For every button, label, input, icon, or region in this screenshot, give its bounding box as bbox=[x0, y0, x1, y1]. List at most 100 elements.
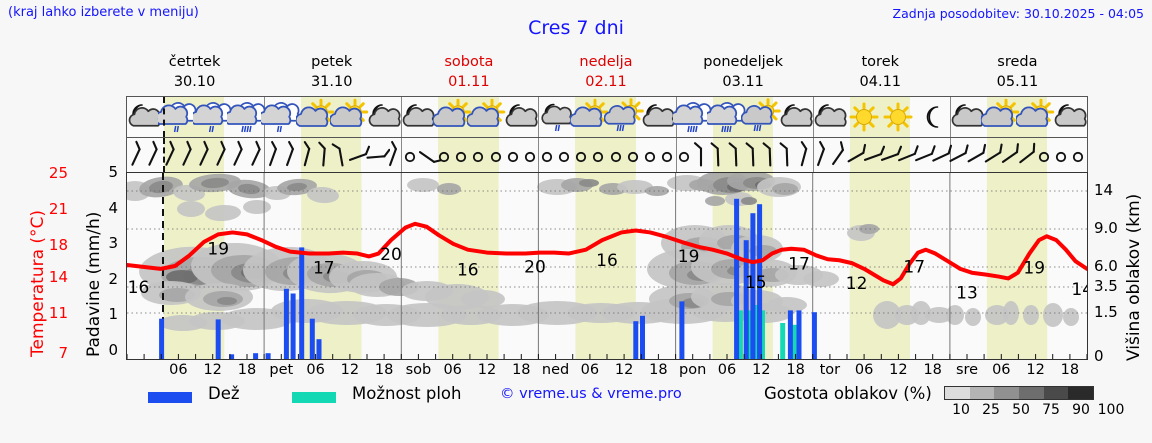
x-axis-tick: 12 bbox=[340, 362, 360, 378]
cloud-density-scale-value: 100 bbox=[1097, 402, 1125, 418]
wind-barb bbox=[756, 140, 784, 170]
x-axis-tick: 06 bbox=[306, 362, 325, 378]
wind-barb bbox=[704, 140, 732, 170]
cloud-tick: 6.0 bbox=[1094, 257, 1118, 275]
temperature-tick: 11 bbox=[48, 304, 68, 322]
page-title: Cres 7 dni bbox=[528, 17, 624, 39]
rain-bar bbox=[811, 312, 817, 359]
x-axis-tick: pon bbox=[679, 362, 707, 378]
wind-barb bbox=[1047, 140, 1075, 170]
day-name: sreda bbox=[997, 54, 1038, 70]
temperature-value-label: 20 bbox=[524, 258, 546, 278]
temperature-value-label: 14 bbox=[1071, 280, 1087, 300]
temperature-line bbox=[127, 221, 1087, 287]
weather-icon-sun-cloud-rain bbox=[740, 98, 782, 137]
temperature-value-label: 12 bbox=[846, 274, 868, 294]
last-updated: Zadnja posodobitev: 30.10.2025 - 04:05 bbox=[892, 6, 1144, 21]
wind-barb bbox=[807, 140, 835, 170]
weather-icon-cloud-rain bbox=[189, 98, 233, 137]
wind-barb bbox=[653, 140, 681, 170]
temperature-value-label: 17 bbox=[788, 255, 810, 275]
wind-barb bbox=[310, 140, 338, 170]
day-separator bbox=[538, 138, 540, 172]
rain-bar bbox=[633, 321, 639, 359]
wind-barb bbox=[824, 140, 852, 170]
rain-bar bbox=[253, 353, 259, 359]
precipitation-bars bbox=[159, 198, 817, 359]
temperature-value-label: 19 bbox=[207, 239, 229, 259]
rain-bar bbox=[316, 339, 322, 359]
wind-barb bbox=[910, 140, 938, 170]
wind-barb bbox=[773, 140, 801, 170]
temperature-value-label: 16 bbox=[457, 261, 479, 281]
cloud-tick: 1.5 bbox=[1094, 303, 1118, 321]
plot-svg: 16 19 17 20 16 20 16 19 15 17 12 17 13 19 14 bbox=[127, 173, 1087, 359]
x-axis-tick: 18 bbox=[512, 362, 531, 378]
x-axis-tick: 06 bbox=[169, 362, 188, 378]
day-name: petek bbox=[311, 54, 353, 70]
x-axis-tick: sob bbox=[405, 362, 432, 378]
day-separator bbox=[675, 138, 677, 172]
cloud-density-scale-value: 25 bbox=[982, 402, 1000, 418]
cloud-legend-label: Gostota oblakov (%) bbox=[764, 384, 932, 403]
weather-icon-sun-cloud bbox=[980, 98, 1021, 137]
weather-icon-moon bbox=[913, 98, 953, 137]
wind-barb bbox=[190, 140, 218, 170]
day-header-1: četrtek 30.10 bbox=[126, 52, 263, 92]
weather-icon-sun bbox=[844, 98, 884, 137]
rain-bar bbox=[299, 247, 305, 359]
weather-icon-moon-cloud bbox=[1050, 98, 1087, 137]
shower-bar bbox=[753, 305, 759, 359]
cloud-tick: 14 bbox=[1094, 181, 1114, 199]
cloud-density-colorbar bbox=[944, 386, 1094, 400]
day-header-7: sreda 05.11 bbox=[949, 52, 1086, 92]
day-separator bbox=[812, 97, 814, 137]
day-header-3: sobota 01.11 bbox=[400, 52, 537, 92]
wind-barb bbox=[790, 140, 818, 170]
x-axis-tick: 18 bbox=[649, 362, 668, 378]
day-separator bbox=[538, 97, 540, 137]
rain-bar bbox=[787, 310, 793, 359]
weather-icon-sun-cloud bbox=[465, 98, 507, 137]
wind-barb bbox=[207, 140, 235, 170]
day-date: 02.11 bbox=[585, 74, 627, 90]
wind-barb bbox=[447, 140, 475, 170]
weather-icon-sun-cloud-rain bbox=[603, 98, 644, 137]
wind-barb-panel bbox=[126, 138, 1088, 172]
temperature-axis-title: Temperatura (°C) bbox=[6, 175, 48, 360]
wind-barb bbox=[430, 140, 458, 170]
x-axis-tick: 12 bbox=[889, 362, 908, 378]
x-axis-tick: 06 bbox=[992, 362, 1011, 378]
x-axis-tick: pet bbox=[269, 362, 294, 378]
day-date: 03.11 bbox=[722, 74, 764, 90]
x-axis-tick: 18 bbox=[237, 362, 257, 378]
temperature-value-label: 16 bbox=[128, 278, 150, 298]
rain-legend-label: Dež bbox=[208, 384, 240, 403]
wind-barb bbox=[127, 140, 150, 170]
weather-icon-moon-cloud bbox=[501, 98, 541, 137]
wind-barb bbox=[344, 140, 372, 170]
precip-tick: 5 bbox=[108, 163, 118, 181]
x-axis-tick: 18 bbox=[786, 362, 805, 378]
wind-barb bbox=[944, 140, 972, 170]
rain-bar bbox=[309, 318, 315, 359]
wind-barb bbox=[242, 140, 270, 170]
x-axis-tick: ned bbox=[541, 362, 570, 378]
temperature-value-label: 16 bbox=[596, 251, 618, 271]
x-axis-tick: 12 bbox=[203, 362, 222, 378]
day-date: 31.10 bbox=[310, 74, 353, 90]
shower-bar bbox=[780, 323, 786, 359]
current-time-marker bbox=[163, 97, 165, 137]
wind-barb bbox=[156, 140, 184, 170]
wind-barb bbox=[567, 140, 595, 170]
copyright-link[interactable]: © vreme.us & vreme.pro bbox=[500, 386, 682, 402]
day-header-6: torek 04.11 bbox=[812, 52, 949, 92]
cloud-density-step bbox=[1043, 387, 1069, 399]
precip-tick: 2 bbox=[108, 269, 118, 288]
wind-barb bbox=[602, 140, 630, 170]
rain-bar bbox=[757, 204, 763, 359]
wind-barb bbox=[670, 140, 698, 170]
daylight-band bbox=[164, 138, 225, 172]
day-name: četrtek bbox=[168, 54, 221, 70]
temperature-tick: 21 bbox=[48, 200, 68, 218]
